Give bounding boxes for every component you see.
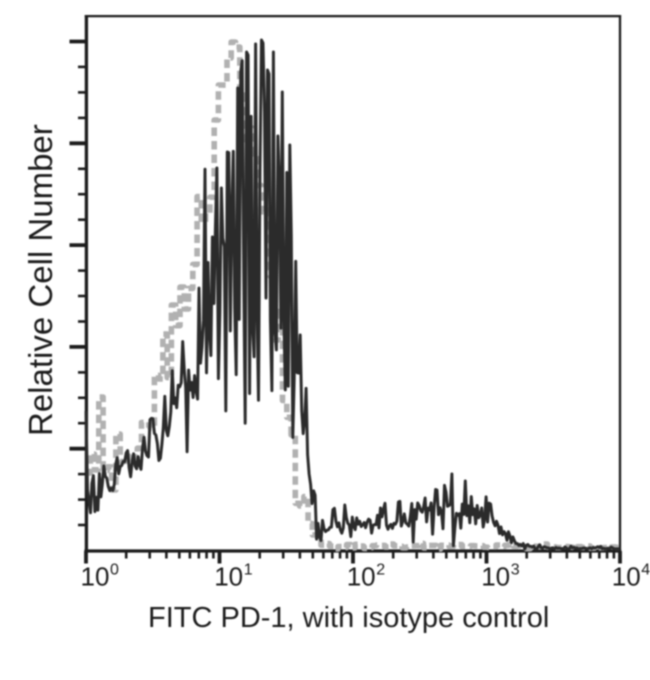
svg-text:1: 1	[244, 562, 253, 579]
svg-text:3: 3	[511, 562, 520, 579]
svg-text:2: 2	[376, 562, 385, 579]
svg-text:0: 0	[110, 562, 119, 579]
svg-text:10: 10	[347, 562, 376, 592]
svg-text:10: 10	[612, 562, 641, 592]
svg-text:FITC PD-1, with isotype contro: FITC PD-1, with isotype control	[148, 602, 549, 634]
svg-text:10: 10	[481, 562, 510, 592]
svg-text:4: 4	[641, 562, 650, 579]
svg-text:10: 10	[81, 562, 110, 592]
svg-text:10: 10	[214, 562, 243, 592]
svg-text:Relative Cell Number: Relative Cell Number	[22, 124, 59, 436]
